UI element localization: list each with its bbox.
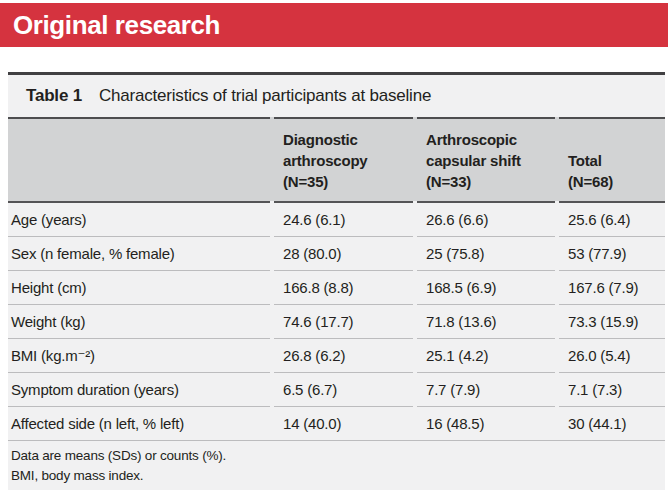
table-footnotes: Data are means (SDs) or counts (%). BMI,… (8, 440, 665, 490)
cell-height-total: 167.6 (7.9) (559, 270, 665, 304)
column-header-total: Total (N=68) (559, 117, 665, 201)
table-number-label: Table 1 (26, 86, 82, 106)
row-label-height: Height (cm) (8, 270, 270, 304)
column-header-arthroscopic-capsular-shift: Arthroscopic capsular shift (N=33) (417, 117, 555, 201)
cell-age-total: 25.6 (6.4) (559, 201, 665, 236)
cell-symptom-duration-total: 7.1 (7.3) (559, 372, 665, 406)
row-label-weight: Weight (kg) (8, 304, 270, 338)
footnote-bmi-abbreviation: BMI, body mass index. (11, 466, 663, 486)
cell-bmi-diagnostic: 26.8 (6.2) (274, 338, 413, 372)
cell-bmi-capsular-shift: 25.1 (4.2) (417, 338, 555, 372)
cell-age-diagnostic: 24.6 (6.1) (274, 201, 413, 236)
cell-weight-capsular-shift: 71.8 (13.6) (417, 304, 555, 338)
page: { "banner": { "title": "Original researc… (0, 0, 668, 490)
column-header-diagnostic-arthroscopy: Diagnostic arthroscopy (N=35) (274, 117, 413, 201)
table-body: Age (years) 24.6 (6.1) 26.6 (6.6) 25.6 (… (8, 201, 665, 490)
table-caption: Table 1 Characteristics of trial partici… (8, 75, 665, 117)
cell-symptom-duration-diagnostic: 6.5 (6.7) (274, 372, 413, 406)
row-label-affected-side: Affected side (n left, % left) (8, 406, 270, 440)
cell-sex-diagnostic: 28 (80.0) (274, 236, 413, 270)
cell-age-capsular-shift: 26.6 (6.6) (417, 201, 555, 236)
row-label-bmi: BMI (kg.m⁻²) (8, 338, 270, 372)
cell-sex-capsular-shift: 25 (75.8) (417, 236, 555, 270)
cell-weight-diagnostic: 74.6 (17.7) (274, 304, 413, 338)
footnote-data-description: Data are means (SDs) or counts (%). (11, 446, 663, 466)
cell-height-capsular-shift: 168.5 (6.9) (417, 270, 555, 304)
row-label-age: Age (years) (8, 201, 270, 236)
cell-affected-side-diagnostic: 14 (40.0) (274, 406, 413, 440)
table-header-row: Diagnostic arthroscopy (N=35) Arthroscop… (8, 117, 665, 201)
cell-bmi-total: 26.0 (5.4) (559, 338, 665, 372)
table-title-text: Characteristics of trial participants at… (99, 86, 431, 106)
cell-weight-total: 73.3 (15.9) (559, 304, 665, 338)
cell-affected-side-capsular-shift: 16 (48.5) (417, 406, 555, 440)
cell-sex-total: 53 (77.9) (559, 236, 665, 270)
baseline-characteristics-table: Table 1 Characteristics of trial partici… (8, 72, 665, 490)
row-label-sex: Sex (n female, % female) (8, 236, 270, 270)
cell-affected-side-total: 30 (44.1) (559, 406, 665, 440)
section-banner-title: Original research (0, 10, 220, 41)
cell-symptom-duration-capsular-shift: 7.7 (7.9) (417, 372, 555, 406)
row-label-symptom-duration: Symptom duration (years) (8, 372, 270, 406)
column-header-stub (8, 117, 270, 201)
section-banner: Original research (0, 3, 668, 47)
cell-height-diagnostic: 166.8 (8.8) (274, 270, 413, 304)
